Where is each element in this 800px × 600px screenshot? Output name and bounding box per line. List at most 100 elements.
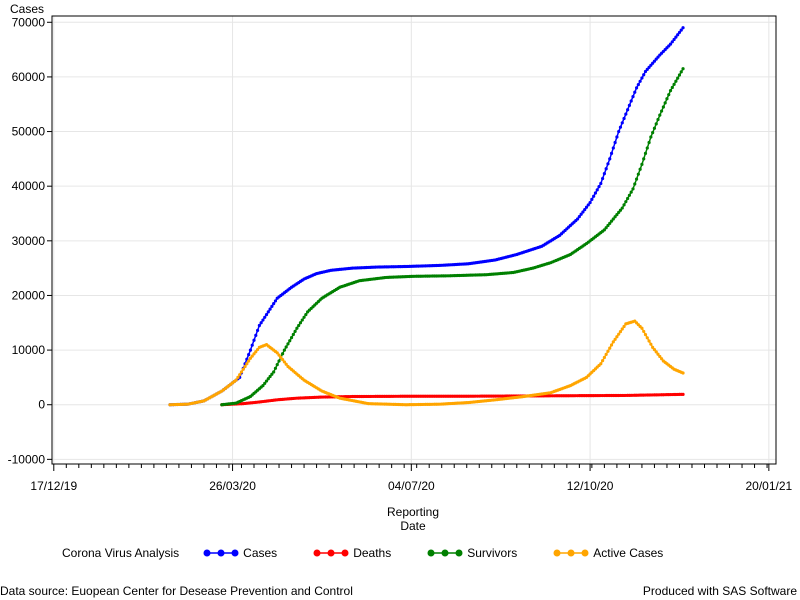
data-point-survivors [293,329,297,333]
data-point-survivors [300,318,304,322]
legend-swatch-deaths [313,549,349,557]
data-point-cases [586,203,590,207]
data-point-active-cases [247,359,251,363]
data-point-active-cases [284,362,288,366]
data-point-survivors [298,321,303,325]
data-point-survivors [681,67,685,71]
data-point-survivors [297,323,301,328]
data-point-cases [583,208,587,212]
data-point-survivors [643,151,648,155]
data-point-survivors [631,187,635,191]
data-point-cases [581,210,585,214]
data-point-survivors [679,70,683,74]
data-point-survivors [282,348,286,352]
data-point-cases [638,79,642,83]
data-point-cases [273,299,278,303]
data-point-active-cases [651,345,655,349]
data-point-survivors [658,113,662,117]
data-point-deaths [681,392,685,396]
data-point-survivors [602,228,606,232]
y-tick-label: 60000 [12,70,46,84]
series-deaths [220,392,685,407]
legend-swatch-marker [553,549,561,557]
x-tick-label: 04/07/20 [388,479,435,493]
legend-label-cases: Cases [243,546,278,560]
data-point-active-cases [642,329,646,334]
data-point-survivors [640,162,644,166]
data-point-survivors [649,135,653,139]
data-point-active-cases [236,375,240,379]
data-point-cases [266,310,270,314]
data-point-survivors [633,182,637,186]
data-point-survivors [627,193,632,197]
y-tick-label: -10000 [8,452,46,466]
data-point-active-cases [615,335,619,339]
data-point-active-cases [279,355,283,359]
data-point-survivors [277,359,281,363]
data-point-cases [642,73,646,77]
series-layer [168,26,685,407]
data-point-survivors [654,122,658,126]
data-point-survivors [289,336,294,340]
data-point-active-cases [604,352,608,356]
data-point-cases [622,116,626,121]
data-point-survivors [613,215,617,219]
series-active-cases [168,319,685,407]
data-point-cases [588,200,592,205]
data-point-survivors [676,76,680,80]
data-point-cases [257,323,261,328]
data-point-survivors [615,213,619,217]
data-point-survivors [286,342,290,346]
data-point-survivors [638,167,642,171]
data-point-cases [620,121,624,125]
data-point-active-cases [248,356,253,360]
series-cases [168,26,685,407]
data-point-survivors [302,315,306,319]
x-axis: 17/12/19 26/03/20 04/07/20 12/10/20 20/01/21 [30,464,793,493]
data-point-survivors [652,126,657,130]
data-point-cases [676,33,680,37]
y-tick-label: 40000 [12,179,46,193]
legend-item-active-cases: Active Cases [553,546,663,560]
data-point-survivors [272,370,276,374]
data-point-survivors [665,97,669,101]
data-point-active-cases [602,355,606,360]
data-point-survivors [618,208,623,212]
legend-title: Corona Virus Analysis [62,546,180,560]
data-point-survivors [609,219,614,223]
data-point-survivors [647,140,651,145]
series-line-cases [169,27,684,406]
data-point-survivors [304,312,308,317]
legend-swatch-marker [217,549,225,557]
legend-swatch-marker [567,549,575,557]
data-point-cases [677,30,682,35]
legend-swatch-marker [455,549,463,557]
legend-swatch-marker [313,549,321,557]
data-point-survivors [608,221,612,225]
data-point-cases [259,321,263,325]
data-point-cases [575,217,580,221]
data-point-survivors [611,217,615,221]
data-point-cases [597,185,601,189]
data-point-cases [577,215,581,219]
data-point-cases [608,157,612,161]
data-point-survivors [626,196,630,201]
data-point-survivors [667,93,671,97]
legend-swatch-cases [203,549,239,557]
data-point-cases [263,315,267,319]
data-point-survivors [622,203,626,207]
legend-swatch-survivors [427,549,463,557]
data-point-active-cases [654,350,658,354]
data-point-survivors [291,332,295,337]
data-point-survivors [642,157,646,161]
data-point-active-cases [241,367,245,371]
data-point-survivors [670,85,674,90]
data-point-cases [261,318,265,322]
legend-swatch-marker [203,549,211,557]
data-point-survivors [636,172,640,176]
data-point-active-cases [617,332,621,336]
legend-item-cases: Cases [203,546,277,560]
data-point-survivors [629,190,633,194]
plot-frame [51,15,777,465]
